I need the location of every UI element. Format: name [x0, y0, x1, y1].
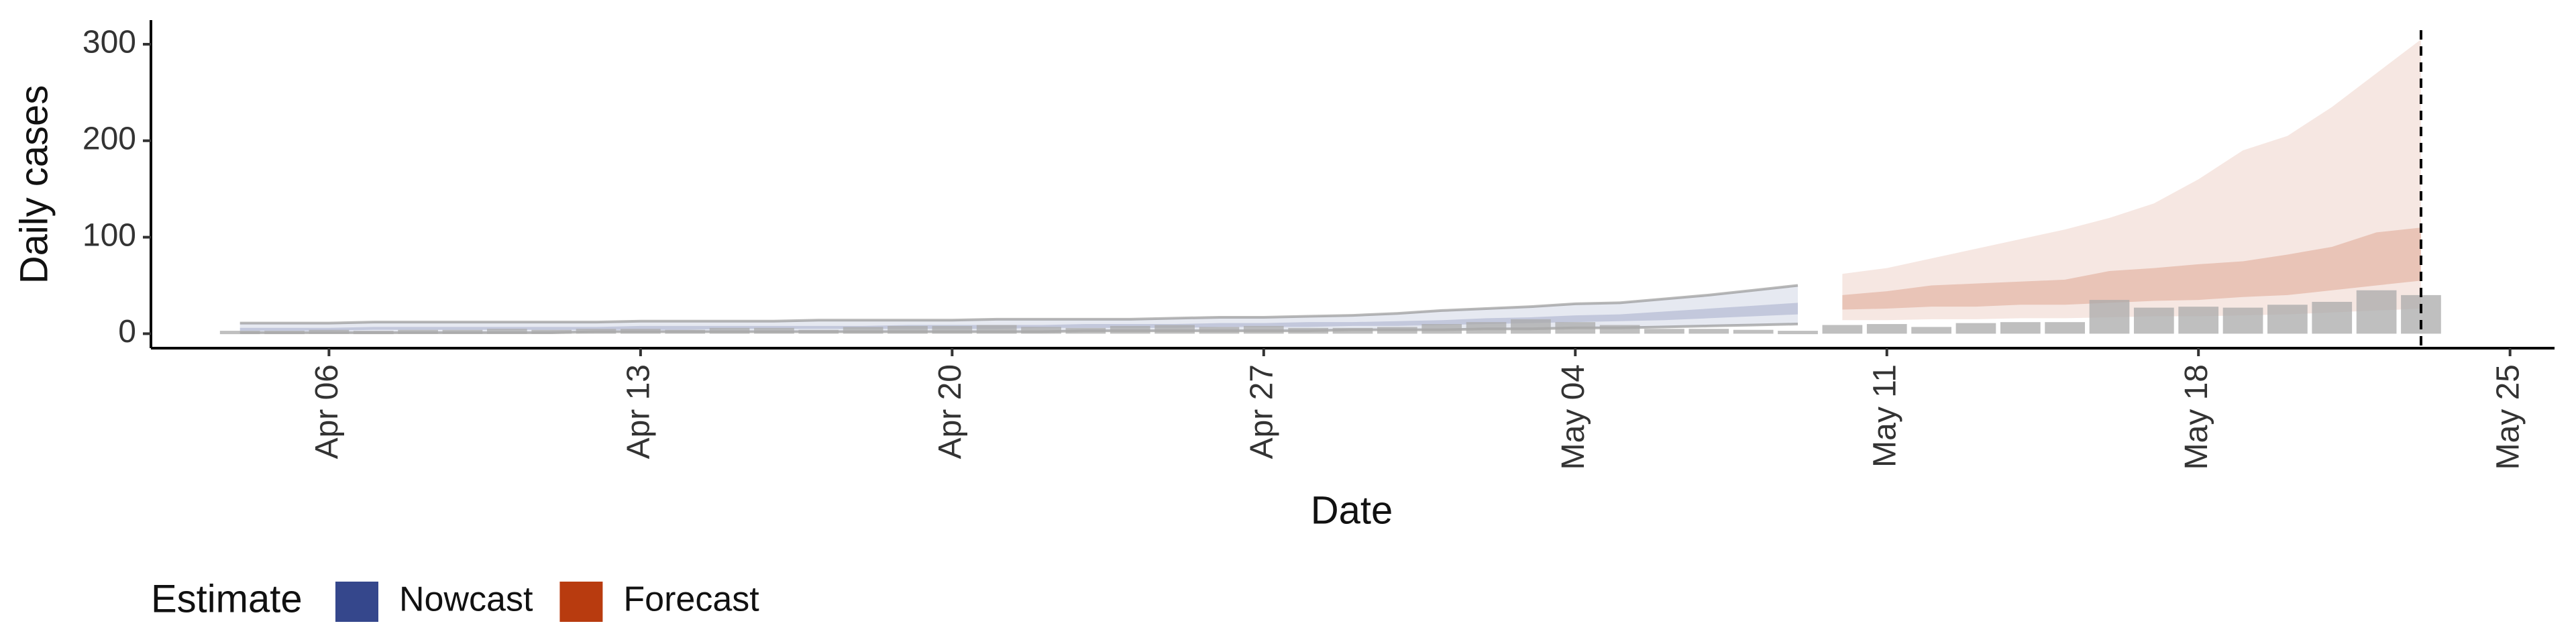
- bar: [398, 329, 438, 334]
- ribbon-inner: [239, 303, 1799, 331]
- bar: [1599, 325, 1640, 334]
- y-tick-label: 100: [83, 217, 136, 253]
- bar: [1866, 324, 1907, 334]
- y-tick-label: 200: [83, 121, 136, 156]
- y-tick-label: 300: [83, 25, 136, 60]
- legend-swatch: [559, 582, 603, 622]
- bar: [1911, 327, 1951, 334]
- bar: [621, 329, 661, 334]
- bar: [1199, 327, 1240, 334]
- x-axis-title: Date: [1311, 488, 1393, 532]
- bar: [1778, 331, 1818, 335]
- bar: [754, 327, 794, 334]
- bar: [353, 331, 394, 335]
- x-tick-label: Apr 06: [309, 364, 345, 459]
- y-axis-title: Daily cases: [12, 85, 56, 284]
- ribbon-inner: [1842, 227, 2421, 310]
- bar: [309, 329, 350, 334]
- x-tick-label: Apr 27: [1244, 364, 1279, 459]
- bar: [1110, 325, 1150, 334]
- bar: [486, 329, 527, 334]
- ribbon-outer: [1842, 39, 2421, 321]
- bar: [219, 331, 260, 335]
- bar: [1332, 327, 1373, 334]
- bar: [2045, 322, 2085, 334]
- bar: [1555, 322, 1596, 334]
- x-tick-label: May 25: [2490, 364, 2526, 470]
- bar: [2000, 322, 2041, 334]
- bar: [1243, 325, 1284, 334]
- bar: [843, 327, 883, 334]
- bar: [531, 329, 572, 334]
- bar: [1733, 329, 1774, 334]
- bar: [576, 329, 616, 334]
- x-tick-label: Apr 20: [932, 364, 968, 459]
- y-tick-label: 0: [118, 314, 136, 350]
- bar: [1021, 327, 1061, 334]
- legend-title: Estimate: [151, 577, 303, 621]
- bar: [888, 325, 928, 334]
- bar: [976, 325, 1017, 334]
- bar: [1511, 319, 1551, 334]
- bar: [709, 327, 750, 334]
- bar: [2222, 307, 2263, 334]
- legend-label: Forecast: [623, 580, 759, 619]
- bar: [798, 329, 839, 334]
- bar: [264, 331, 305, 335]
- bar: [442, 329, 483, 334]
- bar: [1688, 329, 1729, 334]
- bar: [2312, 301, 2353, 334]
- bar: [665, 329, 706, 334]
- bar: [1644, 329, 1684, 334]
- bar: [2356, 290, 2397, 334]
- bar: [1822, 325, 1863, 334]
- bar: [2178, 307, 2219, 334]
- x-tick-label: Apr 13: [621, 364, 657, 459]
- x-tick-label: May 11: [1867, 364, 1902, 468]
- bar: [2089, 300, 2130, 334]
- bar: [1065, 327, 1106, 334]
- bar: [1955, 323, 1996, 334]
- bar: [1466, 322, 1507, 334]
- bar: [1155, 325, 1195, 334]
- x-tick-label: May 18: [2179, 364, 2214, 470]
- bar: [932, 325, 973, 334]
- bar: [2267, 305, 2308, 334]
- bar: [2133, 307, 2174, 334]
- bar: [1421, 324, 1462, 334]
- legend-swatch: [335, 582, 378, 622]
- ribbon-edge: [239, 284, 1799, 325]
- bar: [1288, 327, 1329, 334]
- legend-label: Nowcast: [399, 580, 533, 619]
- ribbon-outer: [239, 285, 1799, 333]
- bar: [1377, 327, 1417, 334]
- x-tick-label: May 04: [1556, 364, 1591, 470]
